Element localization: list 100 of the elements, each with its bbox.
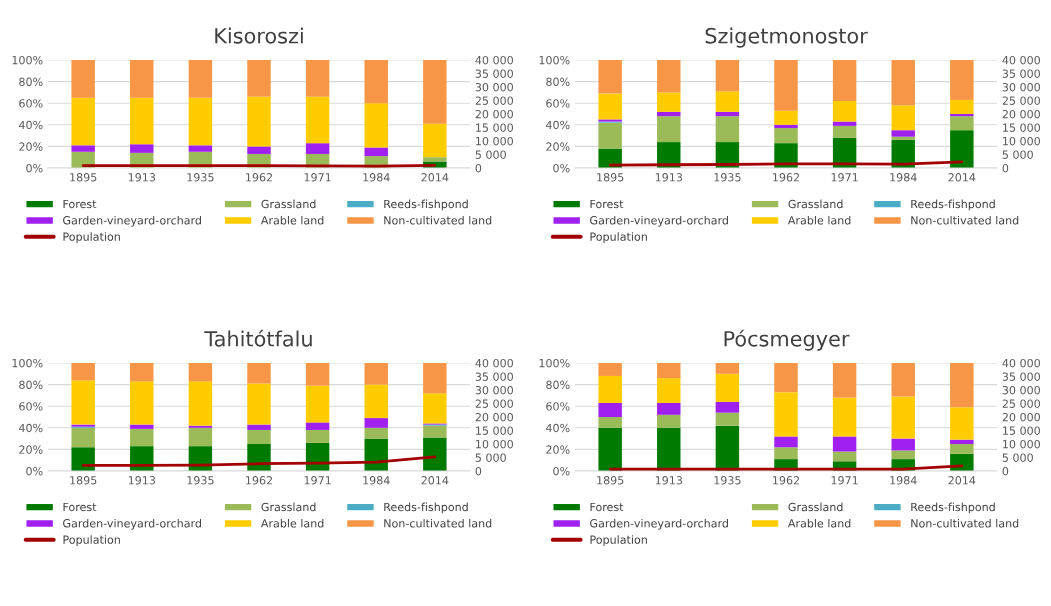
- y2-tick-label: 30 000: [475, 385, 513, 395]
- y-tick-label: 60%: [19, 402, 43, 411]
- x-tick-label: 1913: [128, 476, 156, 485]
- y2-tick-label: 35 000: [1002, 372, 1040, 381]
- y2-tick-label: 0: [1002, 163, 1009, 173]
- y2-tick-label: 20 000: [475, 109, 513, 119]
- y2-tick-label: 0: [1002, 466, 1009, 476]
- legend-label: Population: [590, 232, 647, 243]
- y-tick-label: 40%: [545, 423, 570, 433]
- x-tick-label: 1913: [655, 476, 683, 485]
- legend-label: Reeds-fishpond: [384, 502, 468, 514]
- x-tick-label: 1971: [304, 476, 331, 485]
- y2-tick-label: 10 000: [476, 439, 513, 449]
- y2-tick-label: 25 000: [475, 399, 513, 408]
- legend-label: Arable land: [260, 518, 324, 528]
- legend-label: Non-cultivated land: [911, 518, 1019, 528]
- y-tick-label: 0%: [553, 466, 570, 476]
- y2-tick-label: 0: [475, 163, 482, 173]
- legend-label: Population: [63, 535, 120, 546]
- y2-tick-label: 35 000: [1002, 69, 1040, 78]
- y-tick-label: 100%: [539, 358, 570, 368]
- y2-tick-label: 20 000: [1002, 412, 1040, 422]
- y2-tick-label: 40 000: [1002, 55, 1040, 65]
- x-tick-label: 1895: [70, 476, 97, 485]
- x-tick-label: 1935: [714, 476, 741, 485]
- y-tick-label: 100%: [12, 55, 43, 65]
- y2-tick-label: 5 000: [475, 150, 506, 159]
- y2-tick-label: 10 000: [1003, 439, 1040, 449]
- y-tick-label: 100%: [539, 55, 570, 65]
- legend-label: Forest: [63, 199, 97, 209]
- legend-label: Non-cultivated land: [911, 215, 1019, 225]
- x-tick-label: 1962: [246, 173, 273, 182]
- legend-label: Grassland: [261, 502, 316, 512]
- legend-label: Garden-vineyard-orchard: [590, 215, 728, 227]
- legend-label: Grassland: [788, 502, 843, 512]
- y2-tick-label: 35 000: [475, 69, 513, 78]
- legend-label: Arable land: [260, 215, 324, 225]
- x-tick-label: 1971: [304, 173, 331, 182]
- y2-tick-label: 30 000: [475, 82, 513, 92]
- y2-tick-label: 5 000: [475, 453, 506, 462]
- y-tick-label: 0%: [26, 466, 43, 476]
- chart-title: Tahitótfalu: [204, 329, 312, 347]
- y-tick-label: 60%: [546, 402, 570, 411]
- y2-tick-label: 15 000: [476, 123, 513, 132]
- y2-tick-label: 40 000: [475, 55, 513, 65]
- x-tick-label: 2014: [421, 476, 449, 485]
- y2-tick-label: 30 000: [1002, 82, 1040, 92]
- x-tick-label: 2014: [948, 476, 976, 485]
- legend-label: Grassland: [261, 199, 316, 209]
- y-tick-label: 20%: [19, 142, 43, 151]
- legend-label: Arable land: [787, 215, 851, 225]
- legend-label: Forest: [63, 502, 97, 512]
- x-tick-label: 1935: [714, 173, 741, 182]
- y2-tick-label: 5 000: [1002, 150, 1033, 159]
- x-tick-label: 1971: [831, 476, 858, 485]
- x-tick-label: 1984: [890, 173, 917, 182]
- x-tick-label: 2014: [421, 173, 449, 182]
- y-tick-label: 0%: [553, 163, 570, 173]
- x-tick-label: 1935: [187, 476, 214, 485]
- chart-title: Pócsmegyer: [724, 329, 850, 351]
- x-tick-label: 1913: [128, 173, 156, 182]
- y-tick-label: 0%: [26, 163, 43, 173]
- legend-label: Non-cultivated land: [384, 215, 492, 225]
- y-tick-label: 20%: [19, 445, 43, 454]
- y2-tick-label: 10 000: [476, 136, 513, 146]
- y-tick-label: 80%: [546, 77, 570, 86]
- chart-title: Kisoroszi: [215, 27, 303, 44]
- legend-label: Reeds-fishpond: [384, 199, 468, 211]
- legend-label: Population: [63, 232, 120, 243]
- y-tick-label: 20%: [546, 142, 570, 151]
- chart-title: Szigetmonostor: [705, 27, 868, 48]
- y2-tick-label: 25 000: [1002, 399, 1040, 408]
- legend-label: Forest: [590, 502, 624, 512]
- y-tick-label: 40%: [18, 120, 43, 130]
- x-tick-label: 2014: [948, 173, 976, 182]
- legend-label: Garden-vineyard-orchard: [590, 518, 728, 530]
- x-tick-label: 1935: [187, 173, 214, 182]
- y-tick-label: 60%: [19, 99, 43, 108]
- x-tick-label: 1962: [773, 476, 800, 485]
- legend-label: Arable land: [787, 518, 851, 528]
- legend-label: Population: [590, 535, 647, 546]
- y-tick-label: 80%: [19, 380, 43, 389]
- legend-label: Garden-vineyard-orchard: [63, 215, 201, 227]
- y2-tick-label: 35 000: [475, 372, 513, 381]
- x-tick-label: 1962: [246, 476, 273, 485]
- x-tick-label: 1971: [831, 173, 858, 182]
- y2-tick-label: 40 000: [1002, 358, 1040, 368]
- y2-tick-label: 5 000: [1002, 453, 1033, 462]
- y2-tick-label: 25 000: [475, 96, 513, 105]
- legend-label: Reeds-fishpond: [911, 502, 995, 514]
- y-tick-label: 40%: [545, 120, 570, 130]
- x-tick-label: 1984: [890, 476, 917, 485]
- legend-label: Forest: [590, 199, 624, 209]
- y-tick-label: 60%: [546, 99, 570, 108]
- y-tick-label: 20%: [546, 445, 570, 454]
- y2-tick-label: 15 000: [476, 426, 513, 435]
- y2-tick-label: 10 000: [1003, 136, 1040, 146]
- legend-label: Grassland: [788, 199, 843, 209]
- y2-tick-label: 15 000: [1003, 123, 1040, 132]
- y2-tick-label: 20 000: [475, 412, 513, 422]
